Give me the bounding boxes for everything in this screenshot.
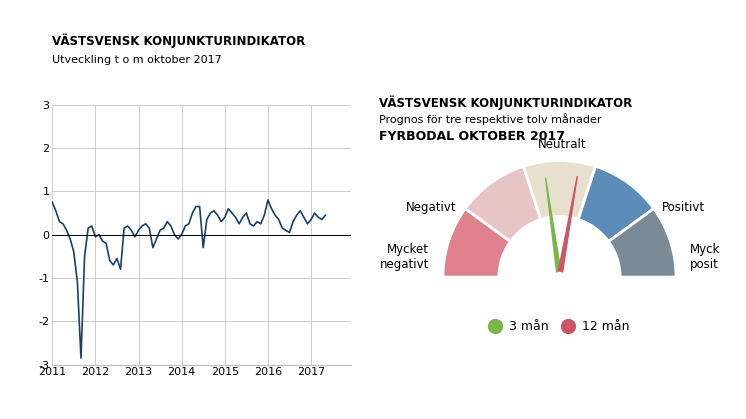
Wedge shape (466, 166, 541, 241)
Polygon shape (545, 178, 562, 277)
Text: Utveckling t o m oktober 2017: Utveckling t o m oktober 2017 (52, 55, 222, 65)
Text: Positivt: Positivt (662, 201, 705, 214)
Text: 3 mån: 3 mån (510, 320, 549, 333)
Point (489, 323, 501, 329)
Wedge shape (443, 209, 510, 277)
Text: Prognos för tre respektive tolv månader: Prognos för tre respektive tolv månader (379, 113, 601, 125)
Text: 12 mån: 12 mån (582, 320, 629, 333)
Wedge shape (524, 160, 595, 220)
Text: VÄSTSVENSK KONJUNKTURINDIKATOR: VÄSTSVENSK KONJUNKTURINDIKATOR (52, 34, 305, 48)
Text: FYRBODAL OKTOBER 2017: FYRBODAL OKTOBER 2017 (379, 130, 565, 143)
Wedge shape (609, 209, 676, 277)
Text: Myck
posit: Myck posit (690, 243, 721, 271)
Point (562, 323, 574, 329)
Polygon shape (557, 176, 577, 277)
Text: VÄSTSVENSK KONJUNKTURINDIKATOR: VÄSTSVENSK KONJUNKTURINDIKATOR (379, 95, 632, 110)
Text: Negativt: Negativt (407, 201, 457, 214)
Text: Neutralt: Neutralt (538, 138, 586, 151)
Text: Mycket
negativt: Mycket negativt (380, 243, 429, 271)
Circle shape (555, 272, 564, 282)
Wedge shape (578, 166, 653, 241)
